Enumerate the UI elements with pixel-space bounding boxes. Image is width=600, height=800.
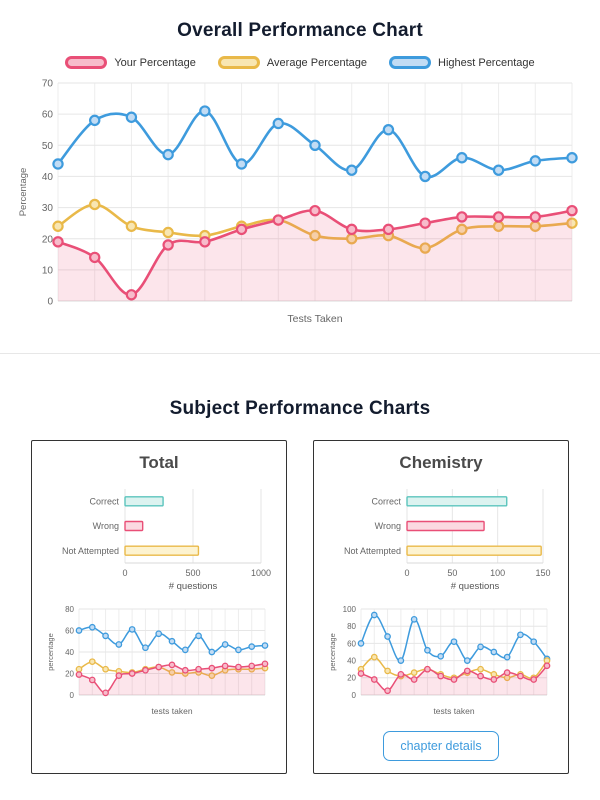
- section-divider: [0, 353, 600, 354]
- svg-text:Not Attempted: Not Attempted: [344, 546, 401, 556]
- svg-text:20: 20: [347, 674, 356, 683]
- svg-text:Wrong: Wrong: [375, 521, 401, 531]
- legend-label: Your Percentage: [114, 56, 196, 69]
- legend-item-your-percentage[interactable]: Your Percentage: [65, 56, 196, 69]
- highest-percentage-swatch: [389, 56, 431, 69]
- svg-text:tests taken: tests taken: [151, 706, 192, 716]
- svg-text:0: 0: [122, 568, 127, 578]
- svg-text:0: 0: [352, 691, 357, 700]
- total-line-chart-canvas: 0 20 40 60 80 tests taken percentage: [46, 605, 269, 716]
- subject-card-title: Chemistry: [399, 453, 483, 472]
- svg-text:Not Attempted: Not Attempted: [62, 546, 119, 556]
- svg-text:Tests Taken: Tests Taken: [287, 313, 342, 325]
- legend-item-highest-percentage[interactable]: Highest Percentage: [389, 56, 535, 69]
- svg-text:Percentage: Percentage: [18, 168, 29, 217]
- svg-text:150: 150: [535, 568, 550, 578]
- average-percentage-swatch: [217, 56, 260, 69]
- svg-text:100: 100: [343, 605, 357, 614]
- legend-item-average-percentage[interactable]: Average Percentage: [217, 56, 367, 69]
- svg-text:10: 10: [42, 265, 54, 276]
- overall-chart-title: Overall Performance Chart: [177, 20, 423, 41]
- total-questions-bar-chart: 0 500 1000 Correct Wrong Not Attempted # quest…: [45, 481, 273, 593]
- subject-cards: Total 0 500 1000 Correct Wrong Not Attempted #…: [16, 440, 584, 774]
- svg-text:40: 40: [42, 172, 54, 183]
- chemistry-questions-bar-chart: 0 50 100 150 Correct Wrong Not Attempted # ques…: [327, 481, 555, 593]
- svg-text:40: 40: [347, 656, 356, 665]
- svg-text:30: 30: [42, 203, 54, 214]
- legend-label: Highest Percentage: [438, 56, 535, 69]
- svg-text:percentage: percentage: [46, 633, 55, 671]
- svg-text:50: 50: [447, 568, 457, 578]
- svg-text:Correct: Correct: [371, 497, 401, 507]
- your-percentage-swatch: [65, 56, 108, 69]
- total-bar-chart-canvas: 0 500 1000 Correct Wrong Not Attempted # quest…: [62, 489, 271, 592]
- performance-dashboard: Overall Performance Chart Your Percentag…: [0, 20, 600, 774]
- chapter-details-row: chapter details: [383, 731, 499, 761]
- svg-text:50: 50: [42, 141, 54, 152]
- subject-card-chemistry: Chemistry 0 50 100 150 Correct Wrong Not Attem…: [313, 440, 569, 774]
- svg-text:500: 500: [185, 568, 200, 578]
- subject-card-total: Total 0 500 1000 Correct Wrong Not Attempted #…: [31, 440, 287, 774]
- svg-text:0: 0: [47, 297, 53, 308]
- total-tests-line-chart: 0 20 40 60 80 tests taken percentage: [45, 603, 273, 719]
- chemistry-bar-chart-canvas: 0 50 100 150 Correct Wrong Not Attempted # ques…: [344, 489, 551, 592]
- overall-performance-chart: 0 10 20 30 40 50 60 70 Tests Taken Percentage: [16, 75, 584, 327]
- legend-label: Average Percentage: [266, 56, 367, 69]
- svg-text:# questions: # questions: [169, 581, 218, 592]
- svg-text:Wrong: Wrong: [93, 521, 119, 531]
- chemistry-tests-line-chart: 0 20 40 60 80 100 tests taken percentage: [327, 603, 555, 719]
- svg-text:0: 0: [70, 691, 75, 700]
- subject-charts-title: Subject Performance Charts: [169, 398, 431, 419]
- chemistry-line-chart-canvas: 0 20 40 60 80 100 tests taken percentage: [328, 605, 551, 716]
- overall-line-chart-canvas: 0 10 20 30 40 50 60 70 Tests Taken Percentage: [18, 79, 578, 325]
- svg-text:60: 60: [42, 110, 54, 121]
- chapter-details-button[interactable]: chapter details: [383, 731, 499, 761]
- svg-text:# questions: # questions: [451, 581, 500, 592]
- svg-text:0: 0: [404, 568, 409, 578]
- svg-text:70: 70: [42, 79, 54, 90]
- svg-text:20: 20: [65, 669, 74, 678]
- svg-text:100: 100: [490, 568, 505, 578]
- svg-text:percentage: percentage: [328, 633, 337, 671]
- subject-card-title: Total: [139, 453, 179, 472]
- svg-text:Correct: Correct: [89, 497, 119, 507]
- svg-text:40: 40: [65, 648, 74, 657]
- svg-text:1000: 1000: [251, 568, 271, 578]
- svg-text:tests taken: tests taken: [433, 706, 474, 716]
- svg-text:80: 80: [347, 622, 356, 631]
- svg-text:20: 20: [42, 234, 54, 245]
- chart-legend: Your Percentage Average Percentage Highe…: [16, 56, 584, 69]
- svg-text:60: 60: [65, 626, 74, 635]
- svg-text:80: 80: [65, 605, 74, 614]
- svg-text:60: 60: [347, 639, 356, 648]
